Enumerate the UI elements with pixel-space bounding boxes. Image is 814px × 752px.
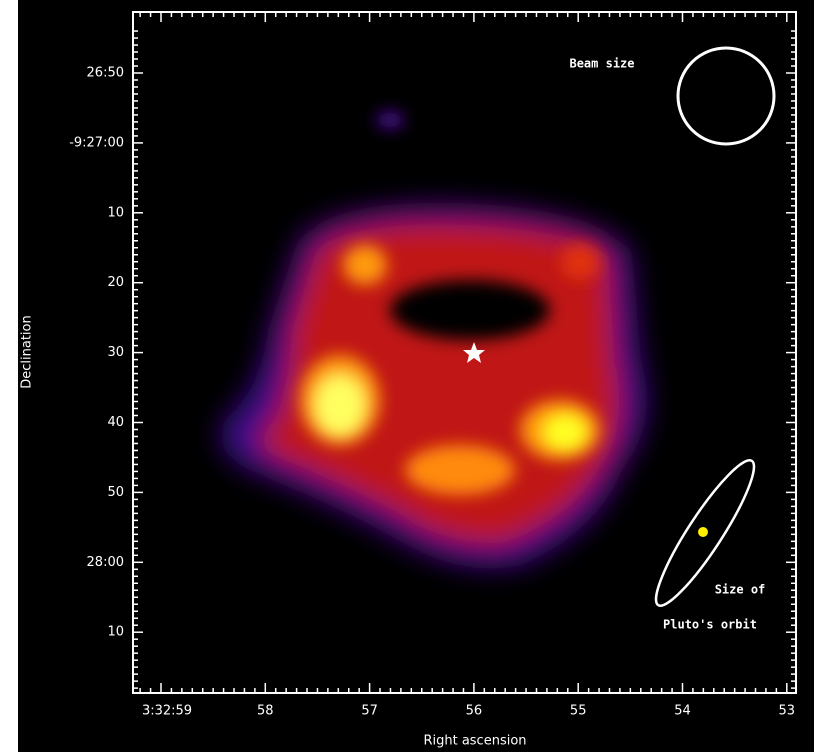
y-tick-label: -9:27:00 — [69, 135, 124, 150]
orbit-ellipse — [654, 459, 756, 607]
y-tick-label: 10 — [107, 625, 124, 640]
y-tick-label: 26:50 — [87, 66, 124, 81]
beam-circle — [676, 46, 776, 146]
x-tick-label: 53 — [779, 704, 796, 719]
annotation: Beam size — [569, 57, 634, 71]
y-tick-label: 30 — [107, 345, 124, 360]
emission — [220, 112, 647, 568]
y-tick-label: 40 — [107, 415, 124, 430]
y-tick-label: 20 — [107, 275, 124, 290]
y-axis-label: Declination — [20, 315, 35, 389]
x-tick-label: 57 — [361, 704, 378, 719]
annotation: Pluto's orbit — [663, 618, 757, 632]
x-tick-label: 55 — [570, 704, 587, 719]
x-tick-label: 56 — [466, 704, 483, 719]
x-axis-label: Right ascension — [423, 734, 526, 749]
star — [463, 342, 485, 363]
sun-dot — [698, 527, 708, 537]
y-tick-label: 10 — [107, 205, 124, 220]
y-tick-label: 50 — [107, 485, 124, 500]
annotation: Size of — [715, 583, 766, 597]
x-tick-label: 54 — [674, 704, 691, 719]
x-tick-label: 58 — [257, 704, 274, 719]
x-tick-label: 3:32:59 — [142, 704, 192, 719]
y-tick-label: 28:00 — [87, 555, 124, 570]
